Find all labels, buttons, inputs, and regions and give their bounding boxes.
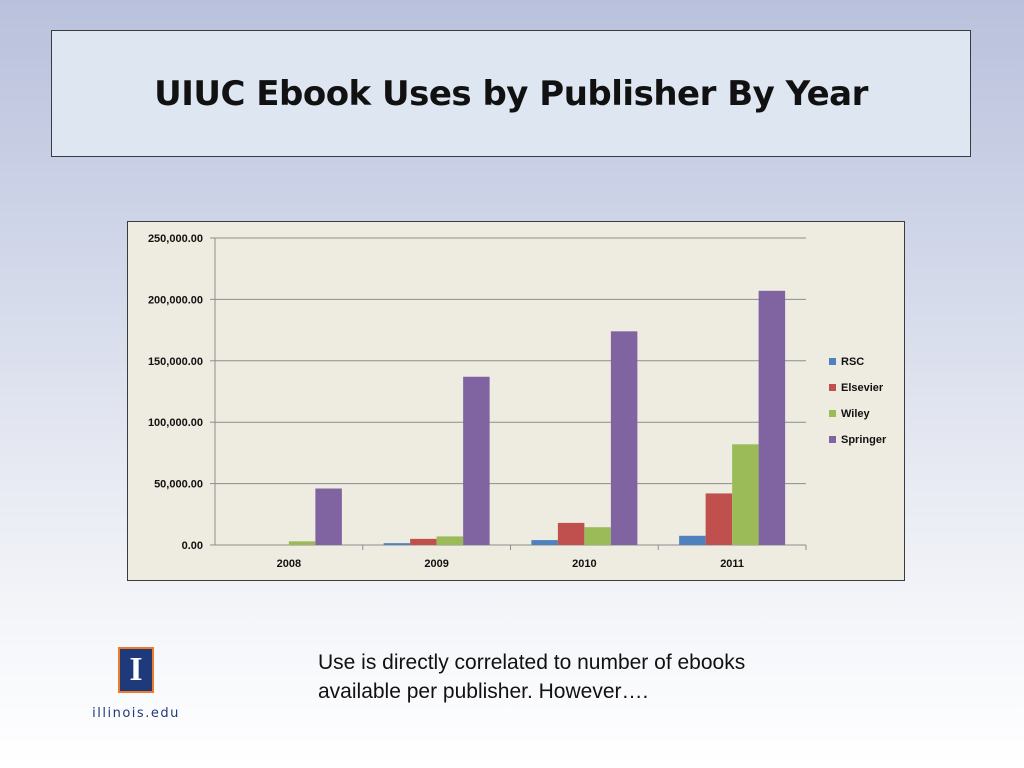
- bar-wiley-2011: [732, 444, 759, 545]
- logo-text: illinois.edu: [92, 706, 180, 721]
- bar-rsc-2011: [679, 535, 706, 545]
- y-tick-label: 100,000.00: [148, 417, 203, 429]
- bar-springer-2010: [610, 331, 638, 545]
- legend-swatch-springer: [829, 436, 836, 443]
- bar-wiley-2010: [584, 527, 611, 545]
- legend-label-wiley: Wiley: [841, 408, 871, 420]
- bar-elsevier-2010: [557, 522, 585, 545]
- bar-springer-2009: [463, 376, 490, 545]
- university-logo-icon: I: [118, 647, 154, 693]
- bar-springer-2011: [758, 290, 786, 545]
- y-tick-label: 50,000.00: [154, 479, 203, 491]
- legend-swatch-rsc: [829, 358, 836, 365]
- x-tick-label: 2010: [572, 558, 596, 570]
- slide-title: UIUC Ebook Uses by Publisher By Year: [154, 73, 868, 114]
- legend-swatch-elsevier: [829, 384, 836, 391]
- bar-rsc-2009: [383, 543, 411, 545]
- bar-elsevier-2009: [410, 538, 437, 545]
- y-tick-label: 200,000.00: [148, 294, 203, 306]
- y-tick-label: 150,000.00: [148, 356, 203, 368]
- title-box: UIUC Ebook Uses by Publisher By Year: [51, 30, 971, 157]
- x-tick-label: 2009: [424, 558, 448, 570]
- chart-area: 0.00 50,000.00 100,000.00 150,000.00 200,000…: [127, 221, 905, 581]
- legend-label-springer: Springer: [841, 434, 887, 446]
- bar-springer-2008: [315, 488, 342, 545]
- y-tick-label: 250,000.00: [148, 233, 203, 245]
- caption-line-2: available per publisher. However….: [318, 680, 649, 703]
- y-tick-label: 0.00: [182, 540, 203, 552]
- x-tick-label: 2008: [277, 558, 301, 570]
- caption: Use is directly correlated to number of …: [318, 648, 878, 706]
- legend-label-elsevier: Elsevier: [841, 382, 884, 394]
- legend-swatch-wiley: [829, 410, 836, 417]
- bar-elsevier-2011: [705, 493, 733, 545]
- bar-chart: 0.00 50,000.00 100,000.00 150,000.00 200,000…: [148, 233, 887, 570]
- caption-line-1: Use is directly correlated to number of …: [318, 651, 746, 674]
- logo-letter: I: [129, 651, 143, 688]
- bar-wiley-2009: [436, 536, 464, 545]
- bar-rsc-2010: [531, 540, 558, 545]
- bar-wiley-2008: [288, 541, 316, 545]
- x-tick-label: 2011: [720, 558, 744, 570]
- legend-label-rsc: RSC: [841, 356, 864, 368]
